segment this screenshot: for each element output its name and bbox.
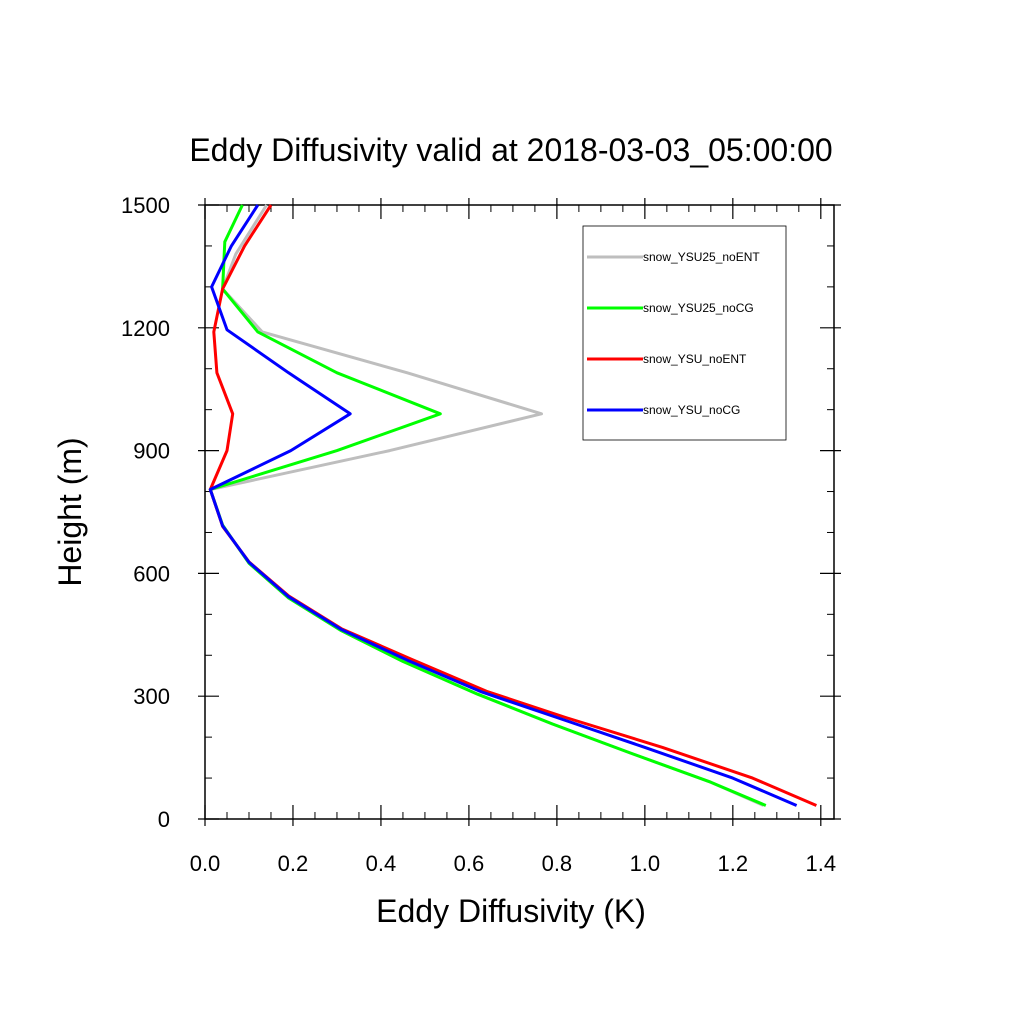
y-tick-label: 600 <box>133 561 170 586</box>
y-tick-label: 300 <box>133 684 170 709</box>
legend-label: snow_YSU25_noCG <box>643 301 754 315</box>
y-tick-label: 900 <box>133 439 170 464</box>
y-axis-label: Height (m) <box>52 437 88 586</box>
x-tick-label: 0.4 <box>366 851 397 876</box>
legend-label: snow_YSU_noENT <box>643 352 747 366</box>
chart-title: Eddy Diffusivity valid at 2018-03-03_05:… <box>189 132 832 168</box>
x-axis-label: Eddy Diffusivity (K) <box>376 893 646 929</box>
x-tick-label: 1.2 <box>718 851 749 876</box>
series-line-snow_YSU_noCG <box>208 204 798 807</box>
legend: snow_YSU25_noENT snow_YSU25_noCG snow_YSU_… <box>582 225 787 441</box>
data-series <box>208 204 817 807</box>
y-tick-label: 0 <box>158 807 170 832</box>
x-tick-label: 0.2 <box>278 851 309 876</box>
y-tick-label: 1500 <box>121 193 170 218</box>
axis-ticks: 0.0 0.2 0.4 0.6 0.8 1.0 1.2 1.4 0 300 600 900 1200 15… <box>121 193 841 876</box>
plot-area <box>204 204 835 820</box>
x-tick-label: 1.4 <box>806 851 837 876</box>
x-tick-label: 0.8 <box>542 851 573 876</box>
legend-box <box>582 225 787 441</box>
legend-items: snow_YSU25_noENT snow_YSU25_noCG snow_YSU_… <box>587 250 760 417</box>
y-tick-label: 1200 <box>121 316 170 341</box>
x-tick-label: 0.0 <box>190 851 221 876</box>
legend-label: snow_YSU_noCG <box>643 403 740 417</box>
x-tick-label: 1.0 <box>630 851 661 876</box>
x-tick-label: 0.6 <box>454 851 485 876</box>
legend-label: snow_YSU25_noENT <box>643 250 760 264</box>
